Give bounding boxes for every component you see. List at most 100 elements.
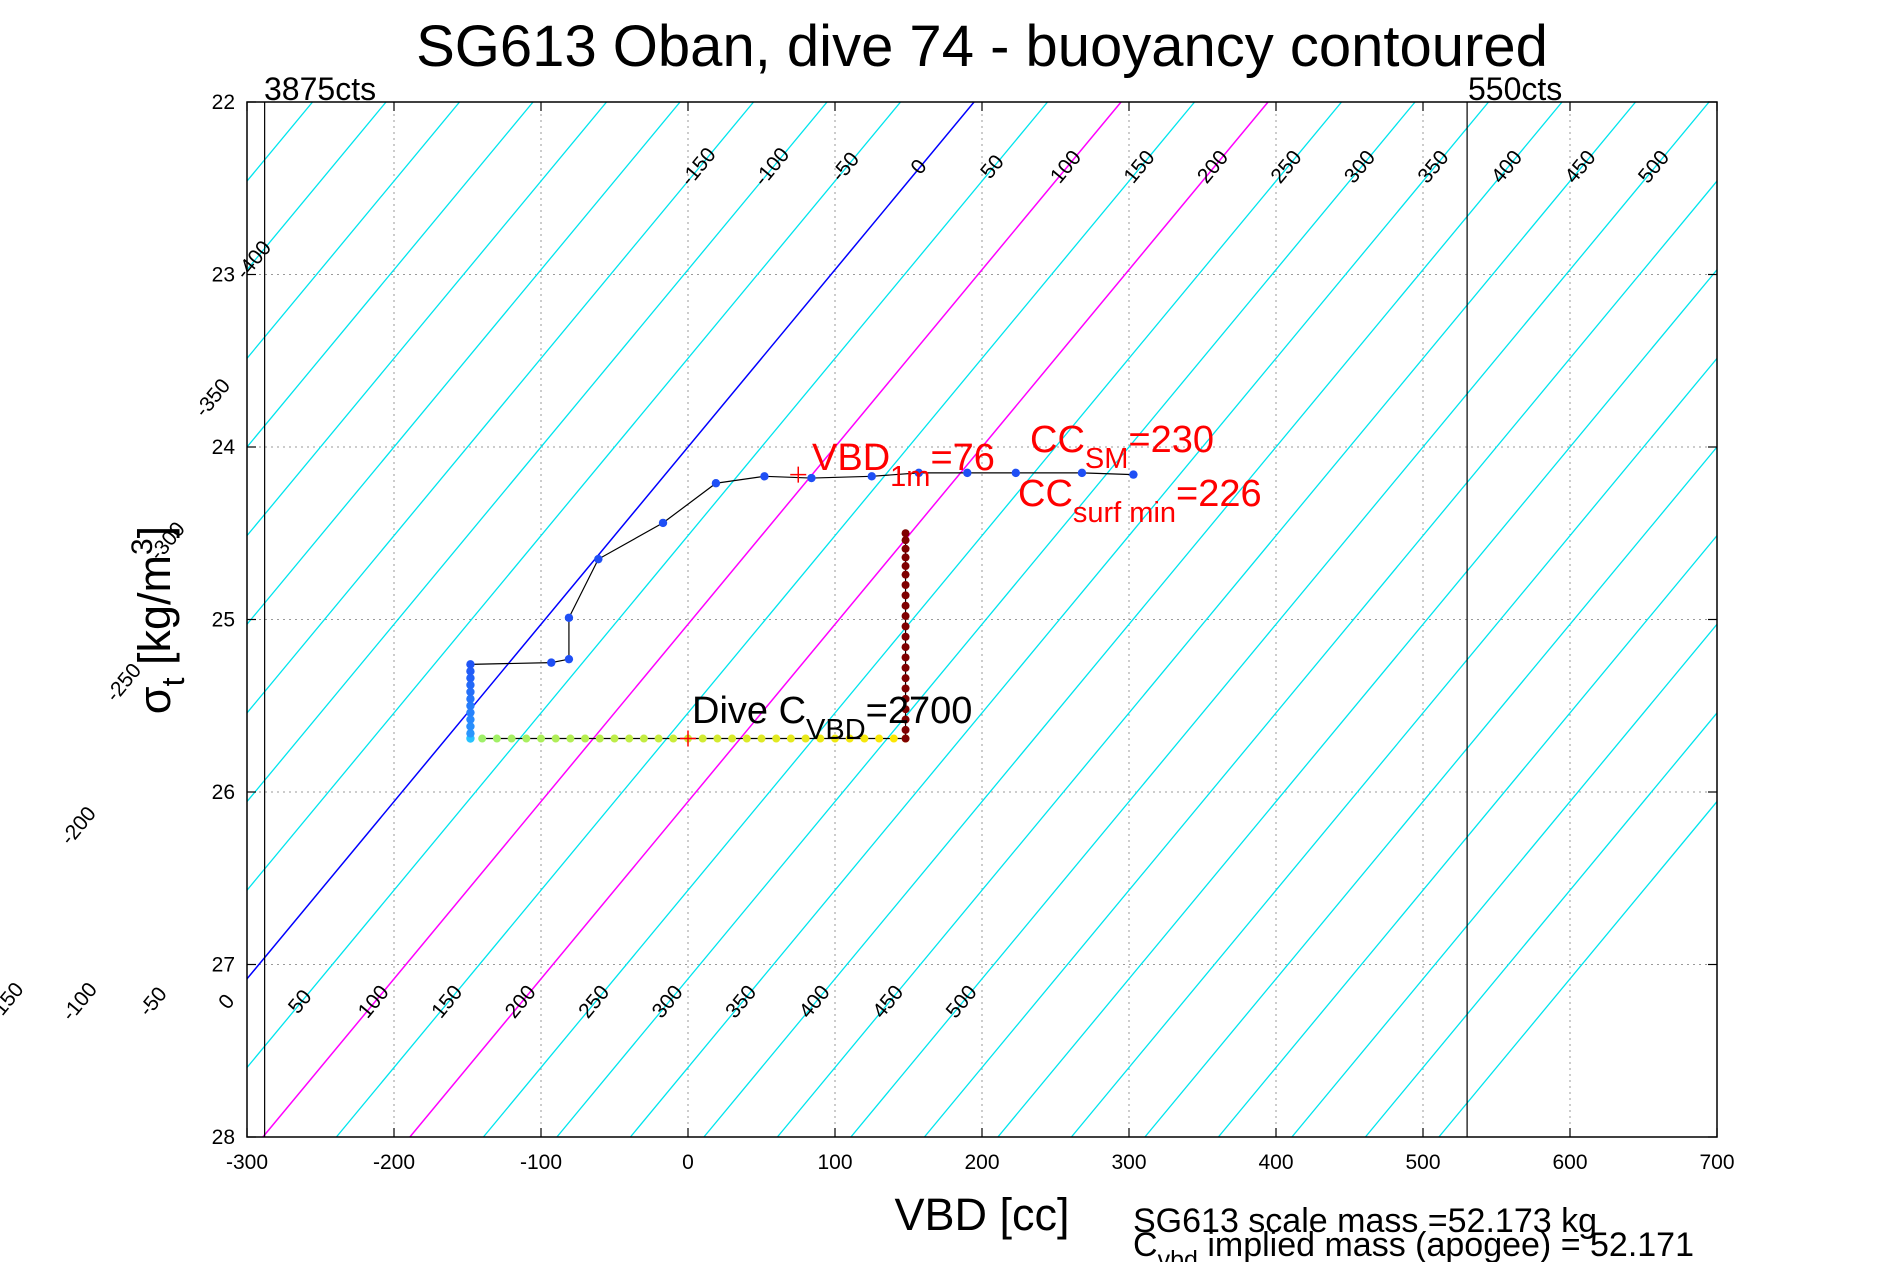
y-tick-label: 26	[212, 781, 235, 804]
contour-line	[409, 102, 1269, 1137]
climb-point	[901, 694, 910, 703]
chart-title: SG613 Oban, dive 74 - buoyancy contoured	[416, 14, 1548, 79]
contour-line	[247, 102, 608, 537]
bottom-point	[551, 734, 560, 743]
bottom-point	[581, 734, 590, 743]
annotation-cc-surf-min: CCsurf min=226	[1018, 473, 1262, 529]
climb-point	[901, 715, 910, 724]
bottom-point	[654, 734, 663, 743]
dive-point	[466, 722, 475, 731]
contour-lines	[0, 102, 1717, 1137]
contour-line	[1364, 711, 1717, 1137]
climb-point	[901, 544, 910, 553]
contour-line	[247, 102, 975, 981]
bottom-point	[728, 734, 737, 743]
data-series	[466, 466, 1138, 747]
x-tick-label: 300	[1111, 1151, 1146, 1174]
dive-point	[564, 613, 574, 622]
bottom-point	[625, 734, 634, 743]
x-tick-label: 100	[817, 1151, 852, 1174]
annotation-cc-surf-min-sub: surf min	[1073, 497, 1176, 529]
contour-label: -200	[56, 802, 101, 849]
dive-point	[594, 554, 603, 564]
contour-label: -350	[191, 375, 236, 422]
bottom-point	[492, 734, 501, 743]
bottom-point	[537, 734, 545, 743]
climb-point	[901, 643, 910, 652]
climb-point	[901, 529, 910, 538]
contour-line	[335, 102, 1196, 1137]
bottom-point	[786, 734, 795, 743]
dive-point	[867, 472, 876, 481]
dive-point	[1129, 470, 1138, 479]
bottom-point	[713, 734, 722, 743]
x-tick-label: -100	[520, 1151, 562, 1174]
bottom-point	[860, 734, 869, 743]
dive-point	[760, 472, 769, 481]
climb-point	[901, 734, 910, 743]
contour-line	[247, 102, 828, 803]
contour-line	[1144, 445, 1717, 1137]
y-axis-label-unit: [kg/m	[129, 555, 180, 678]
dive-point	[466, 673, 475, 683]
climb-point	[901, 591, 910, 600]
x-tick-label: 500	[1405, 1151, 1440, 1174]
y-tick-label: 24	[212, 436, 236, 459]
footer-implied-mass: Cvbd implied mass (apogee) = 52.171	[1133, 1226, 1694, 1262]
bottom-point	[831, 734, 839, 743]
dive-point	[658, 518, 668, 528]
y-tick-label: 23	[212, 264, 235, 287]
left-limit-label: 3875cts	[264, 71, 376, 107]
y-axis-label-sub: t	[155, 677, 191, 686]
vbd-limit-lines	[264, 102, 1468, 1137]
climb-point	[901, 663, 910, 672]
annotation-cc-sm-value: =230	[1128, 419, 1214, 461]
contour-line	[1291, 623, 1717, 1137]
annotation-dive-c-vbd: Dive CVBD=2700	[692, 690, 972, 746]
climb-point	[901, 562, 910, 571]
dive-point	[466, 729, 475, 738]
contour-line	[629, 102, 1490, 1137]
y-axis-label-unit-sup: 3	[126, 538, 159, 555]
x-tick-label: 700	[1699, 1151, 1734, 1174]
contour-label: -150	[0, 978, 28, 1025]
x-axis-label: VBD [cc]	[894, 1189, 1069, 1240]
climb-point	[901, 674, 910, 683]
annotation-vbd-1m-sub: 1m	[890, 461, 930, 493]
bottom-point	[478, 734, 487, 743]
dive-point	[711, 479, 721, 488]
contour-line	[247, 102, 902, 892]
bottom-point	[669, 734, 678, 743]
x-tick-label: 0	[682, 1151, 694, 1174]
bottom-point	[639, 734, 648, 743]
climb-point	[901, 612, 910, 621]
annotation-cc-sm: CCSM=230	[1030, 419, 1214, 475]
contour-line	[247, 102, 534, 449]
dive-point	[466, 694, 475, 704]
footer-implied-mass-sub: vbd	[1158, 1246, 1198, 1262]
contour-line	[923, 180, 1717, 1137]
contour-line	[0, 102, 239, 1137]
bottom-point	[801, 734, 810, 743]
dive-point	[963, 468, 972, 478]
contour-line	[776, 102, 1637, 1137]
climb-point	[901, 553, 910, 562]
annotation-cc-surf-min-value: =226	[1176, 473, 1262, 515]
contour-line	[1217, 534, 1717, 1137]
dive-point	[1077, 468, 1087, 478]
dive-point	[466, 687, 475, 697]
annotation-cc-surf-min-main: CC	[1018, 473, 1073, 515]
dive-point	[1011, 468, 1021, 478]
dive-point	[466, 708, 475, 717]
plot-frame	[246, 101, 1718, 1138]
contour-line	[247, 102, 755, 714]
dive-point	[466, 715, 475, 724]
bottom-point	[845, 734, 854, 743]
annotation-cc-sm-main: CC	[1030, 419, 1085, 461]
annotation-dive-c-vbd-sub: VBD	[806, 714, 866, 746]
y-tick-label: 28	[212, 1126, 235, 1149]
bottom-point	[698, 734, 707, 743]
annotation-dive-c-vbd-main: Dive C	[692, 690, 806, 732]
x-tick-label: -200	[373, 1151, 415, 1174]
